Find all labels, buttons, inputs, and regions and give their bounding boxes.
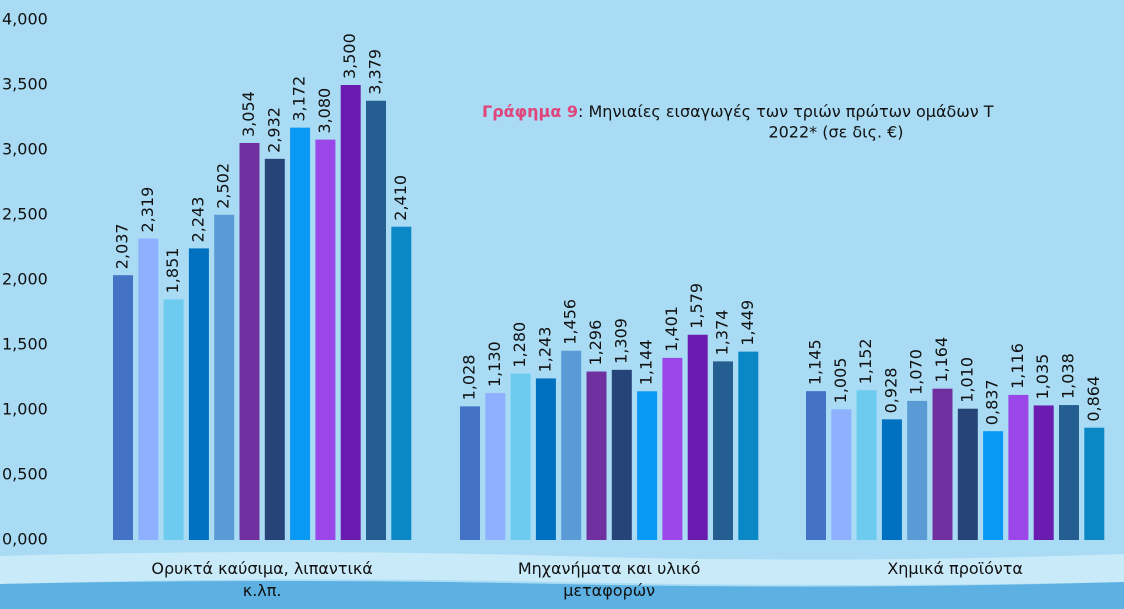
- bar: [713, 361, 733, 540]
- bar: [485, 393, 506, 540]
- band-dark: [0, 581, 1124, 609]
- bar: [983, 431, 1004, 540]
- value-label: 1,144: [637, 339, 656, 385]
- value-label: 2,932: [264, 107, 283, 153]
- value-label: 1,401: [662, 306, 681, 352]
- y-tick-label: 2,500: [2, 205, 48, 224]
- bar: [957, 408, 978, 540]
- y-tick-label: 1,500: [2, 335, 48, 354]
- value-label: 2,319: [138, 187, 157, 233]
- bar: [856, 390, 877, 540]
- value-label: 2,410: [391, 175, 410, 221]
- value-label: 3,379: [366, 49, 385, 95]
- title: : Μηνιαίες εισαγωγές των τριών πρώτων ομ…: [578, 102, 994, 121]
- bar: [138, 238, 159, 540]
- value-label: 1,164: [932, 337, 951, 383]
- bar: [611, 369, 632, 540]
- value-label: 1,130: [485, 341, 504, 387]
- value-label: 0,864: [1084, 376, 1103, 422]
- y-tick-label: 0,000: [2, 530, 48, 549]
- value-label: 1,010: [957, 357, 976, 403]
- value-label: 1,374: [713, 310, 732, 356]
- value-label: 1,005: [831, 358, 850, 404]
- y-tick-label: 2,000: [2, 270, 48, 289]
- value-label: 1,028: [460, 355, 479, 401]
- bar: [1033, 405, 1054, 540]
- bar: [391, 226, 412, 540]
- value-label: 1,449: [738, 300, 757, 346]
- y-tick-label: 0,500: [2, 465, 48, 484]
- y-tick-label: 1,000: [2, 400, 48, 419]
- bar: [188, 248, 209, 540]
- value-label: 1,116: [1008, 343, 1027, 389]
- bar: [881, 419, 902, 540]
- value-label: 1,152: [856, 338, 875, 384]
- bar: [1008, 394, 1029, 540]
- bar: [163, 299, 184, 540]
- x-label-box: Ορυκτά καύσιμα, λιπαντικά κ.λπ.: [151, 559, 373, 600]
- x-label-box: Μηχανήματα και υλικό μεταφορών: [517, 559, 701, 600]
- value-label: 1,145: [806, 339, 825, 385]
- value-label: 1,038: [1059, 353, 1078, 399]
- value-label: 1,070: [907, 349, 926, 395]
- bar: [561, 350, 582, 540]
- value-label: 1,456: [561, 299, 580, 345]
- value-label: 1,243: [535, 327, 554, 373]
- bar: [460, 406, 480, 540]
- bar: [738, 351, 759, 540]
- value-label: 0,837: [983, 379, 1002, 425]
- x-tick-label: Μηχανήματα και υλικό μεταφορών: [517, 559, 701, 600]
- value-label: 1,579: [687, 283, 706, 329]
- bar: [239, 142, 260, 541]
- bar: [1084, 427, 1105, 540]
- x-tick-label: Ορυκτά καύσιμα, λιπαντικά κ.λπ.: [151, 559, 373, 600]
- bar: [366, 100, 386, 540]
- value-label: 1,035: [1033, 354, 1052, 400]
- value-label: 1,280: [510, 322, 529, 368]
- bar: [831, 409, 852, 540]
- chart-subtitle: 2022* (σε δις. €): [768, 123, 903, 142]
- chart-title: Γράφημα 9: Μηνιαίες εισαγωγές των τριών …: [482, 102, 994, 121]
- value-label: 2,037: [113, 223, 132, 269]
- y-tick-label: 4,000: [2, 10, 48, 29]
- value-label: 3,054: [239, 91, 258, 137]
- band-light: [0, 552, 1124, 585]
- y-tick-label: 3,500: [2, 75, 48, 94]
- x-label-box: Χημικά προϊόντα: [887, 559, 1023, 578]
- bar: [586, 371, 607, 540]
- bar: [510, 373, 531, 540]
- bar: [290, 127, 311, 540]
- bar: [214, 214, 235, 541]
- bar: [637, 391, 658, 540]
- bar: [340, 85, 361, 540]
- value-label: 2,243: [188, 197, 207, 243]
- title-label: Γράφημα 9: [482, 102, 578, 121]
- value-label: 2,502: [214, 163, 233, 209]
- value-label: 1,296: [586, 320, 605, 366]
- y-tick-label: 3,000: [2, 140, 48, 159]
- bar: [264, 158, 285, 540]
- value-label: 0,928: [881, 368, 900, 414]
- bar: [687, 334, 708, 540]
- bar: [113, 275, 133, 540]
- value-label: 3,172: [290, 76, 309, 122]
- bar: [806, 391, 826, 540]
- bar: [1059, 405, 1079, 540]
- bar: [932, 388, 953, 540]
- x-tick-label: Χημικά προϊόντα: [887, 559, 1023, 578]
- bar: [315, 139, 336, 540]
- value-label: 3,500: [340, 33, 359, 79]
- value-label: 3,080: [315, 88, 334, 134]
- bar: [907, 400, 928, 540]
- value-label: 1,851: [163, 248, 182, 294]
- bar: [535, 378, 556, 540]
- value-label: 1,309: [611, 318, 630, 364]
- bar: [662, 357, 683, 540]
